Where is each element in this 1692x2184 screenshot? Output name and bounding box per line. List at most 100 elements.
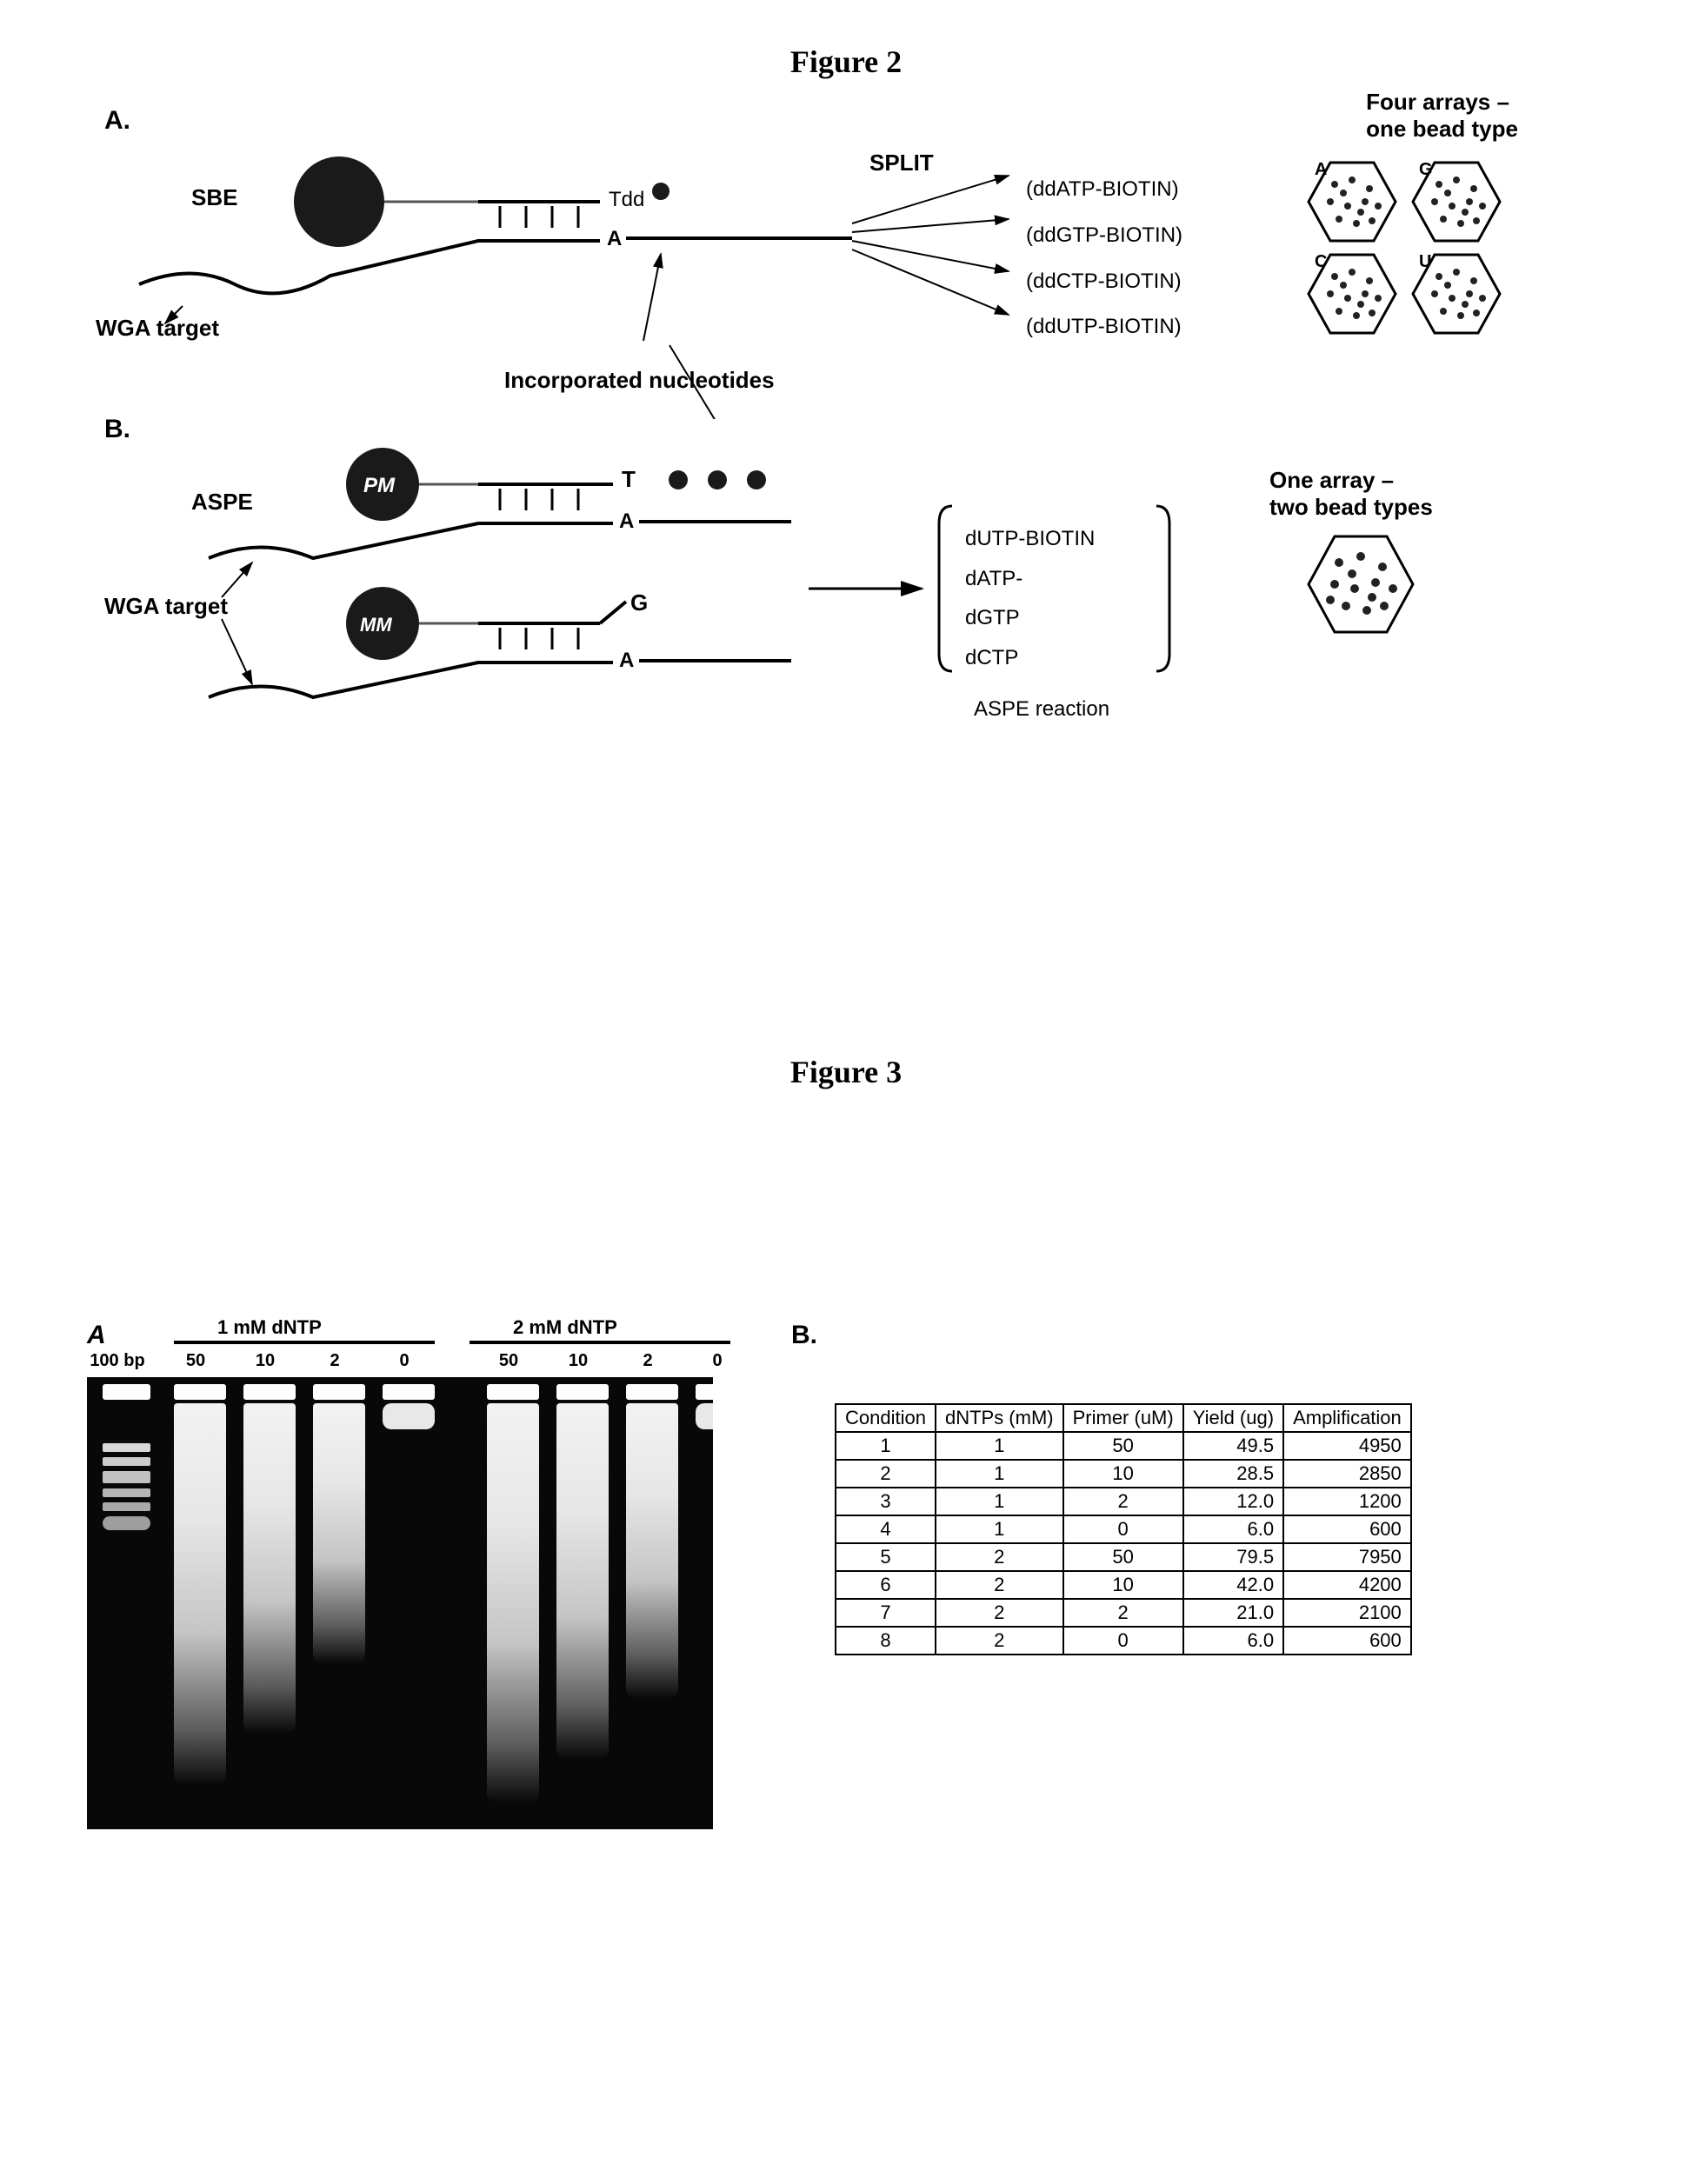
table-cell: 4950 [1283, 1432, 1411, 1460]
table-cell: 28.5 [1183, 1460, 1283, 1488]
table-header-cell: Yield (ug) [1183, 1404, 1283, 1432]
figure2-container: A. Four arrays – one bead type SBE Tdd A [35, 106, 1657, 784]
wga-target-label-2: WGA target [104, 593, 228, 620]
gel-lane [696, 1384, 713, 1429]
table-cell: 6.0 [1183, 1627, 1283, 1655]
hex-label-a: A [1315, 160, 1327, 180]
lane-label-2: 10 [243, 1351, 287, 1371]
gel-lane [626, 1384, 678, 1699]
gel-lane [313, 1384, 365, 1664]
svg-text:PM: PM [363, 474, 396, 497]
hex-u: U [1409, 250, 1504, 337]
table-cell: 10 [1063, 1571, 1183, 1599]
table-cell: 2 [936, 1599, 1063, 1627]
svg-text:A: A [619, 509, 634, 533]
split-items: (ddATP-BIOTIN) (ddGTP-BIOTIN) (ddCTP-BIO… [1026, 167, 1182, 350]
figure2-panel-a-label: A. [104, 106, 130, 136]
table-cell: 1 [936, 1432, 1063, 1460]
split-label: SPLIT [869, 150, 934, 176]
table-cell: 1200 [1283, 1488, 1411, 1515]
gel-lane [383, 1384, 435, 1429]
table-cell: 10 [1063, 1460, 1183, 1488]
table-cell: 0 [1063, 1627, 1183, 1655]
lane-label-6: 10 [556, 1351, 600, 1371]
hex-grid-b [1304, 532, 1417, 641]
one-array-label: One array – two bead types [1269, 467, 1433, 521]
table-cell: 6 [836, 1571, 936, 1599]
table-row: 621042.04200 [836, 1571, 1411, 1599]
lane-label-3: 2 [313, 1351, 356, 1371]
table-header-cell: Amplification [1283, 1404, 1411, 1432]
gel-image [87, 1377, 713, 1829]
wga-target-label-1: WGA target [96, 315, 219, 342]
hex-label-c: C [1315, 252, 1327, 272]
table-row: 211028.52850 [836, 1460, 1411, 1488]
table-cell: 2 [936, 1571, 1063, 1599]
split-item-3: (ddCTP-BIOTIN) [1026, 259, 1182, 305]
hex-g: G [1409, 158, 1504, 245]
gel-lane [174, 1384, 226, 1786]
svg-text:Tdd: Tdd [609, 188, 644, 211]
lane-label-4: 0 [383, 1351, 426, 1371]
table-cell: 1 [936, 1515, 1063, 1543]
gel-header: A 1 mM dNTP 2 mM dNTP 100 bp 50 10 2 0 5… [87, 1316, 713, 1377]
table-cell: 79.5 [1183, 1543, 1283, 1571]
table-cell: 2850 [1283, 1460, 1411, 1488]
svg-text:A: A [607, 227, 622, 250]
hex-grid-a: A G C U [1304, 158, 1504, 337]
gel-panel: A 1 mM dNTP 2 mM dNTP 100 bp 50 10 2 0 5… [87, 1316, 713, 1829]
svg-text:A: A [619, 649, 634, 672]
table-cell: 7950 [1283, 1543, 1411, 1571]
group2-label: 2 mM dNTP [513, 1316, 617, 1339]
lane-label-1: 50 [174, 1351, 217, 1371]
table-cell: 50 [1063, 1543, 1183, 1571]
split-item-2: (ddGTP-BIOTIN) [1026, 213, 1182, 259]
four-arrays-label: Four arrays – one bead type [1366, 89, 1518, 143]
table-header-cell: Primer (uM) [1063, 1404, 1183, 1432]
table-cell: 50 [1063, 1432, 1183, 1460]
split-item-4: (ddUTP-BIOTIN) [1026, 304, 1182, 350]
table-cell: 42.0 [1183, 1571, 1283, 1599]
hex-b-single [1304, 532, 1417, 636]
table-row: 115049.54950 [836, 1432, 1411, 1460]
hex-label-g: G [1419, 160, 1433, 180]
table-cell: 7 [836, 1599, 936, 1627]
aspe-reaction-label: ASPE reaction [974, 697, 1109, 722]
group1-label: 1 mM dNTP [217, 1316, 322, 1339]
table-cell: 6.0 [1183, 1515, 1283, 1543]
table-cell: 21.0 [1183, 1599, 1283, 1627]
table-cell: 3 [836, 1488, 936, 1515]
incorporated-label: Incorporated nucleotides [504, 367, 775, 394]
gel-lane [243, 1384, 296, 1734]
lane-label-8: 0 [696, 1351, 739, 1371]
aspe-reagent-2: dATP- [965, 559, 1095, 599]
table-cell: 2 [1063, 1488, 1183, 1515]
table-cell: 49.5 [1183, 1432, 1283, 1460]
table-cell: 4200 [1283, 1571, 1411, 1599]
figure3-panel-a-label: A [87, 1321, 106, 1350]
figure3-title: Figure 3 [35, 1054, 1657, 1090]
svg-text:G: G [630, 589, 648, 616]
table-row: 31212.01200 [836, 1488, 1411, 1515]
hex-c: C [1304, 250, 1400, 337]
table-row: 72221.02100 [836, 1599, 1411, 1627]
table-cell: 2100 [1283, 1599, 1411, 1627]
aspe-reagents: dUTP-BIOTIN dATP- dGTP dCTP [965, 519, 1095, 677]
hex-a: A [1304, 158, 1400, 245]
table-cell: 0 [1063, 1515, 1183, 1543]
table-cell: 600 [1283, 1627, 1411, 1655]
lane-label-7: 2 [626, 1351, 669, 1371]
figure3-panel-b-label: B. [791, 1321, 817, 1350]
ladder-label: 100 bp [83, 1351, 152, 1371]
split-item-1: (ddATP-BIOTIN) [1026, 167, 1182, 213]
table-cell: 2 [936, 1543, 1063, 1571]
table-cell: 600 [1283, 1515, 1411, 1543]
table-header-cell: Condition [836, 1404, 936, 1432]
table-cell: 8 [836, 1627, 936, 1655]
svg-text:T: T [622, 466, 636, 492]
table-cell: 2 [1063, 1599, 1183, 1627]
gel-lane [487, 1384, 539, 1803]
lane-label-5: 50 [487, 1351, 530, 1371]
table-header-cell: dNTPs (mM) [936, 1404, 1063, 1432]
aspe-reagent-4: dCTP [965, 638, 1095, 678]
